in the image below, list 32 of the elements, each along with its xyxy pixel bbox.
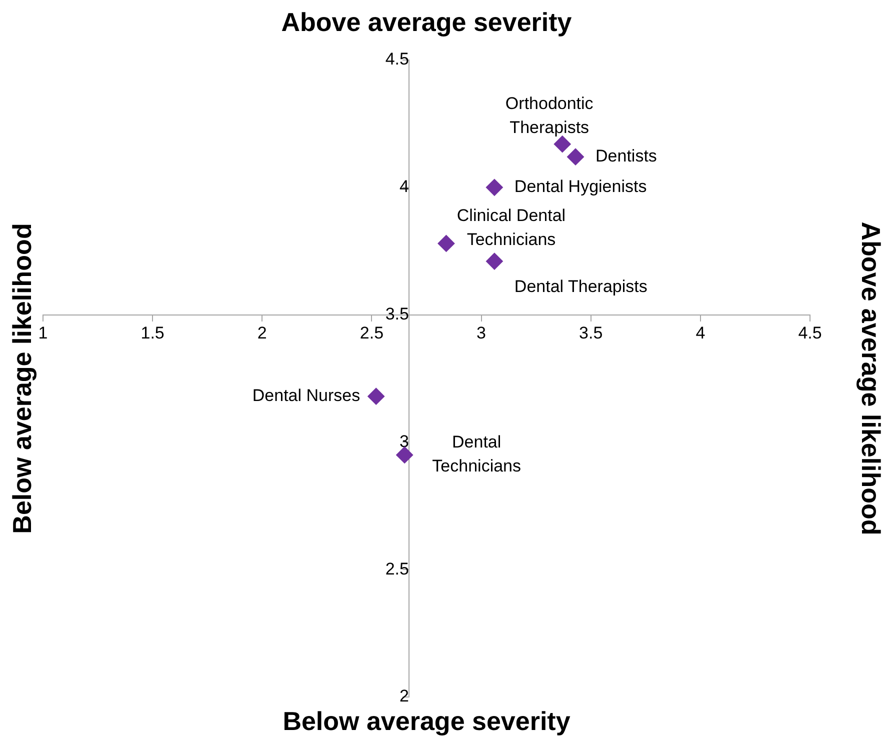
y-tick-label: 3.5	[385, 304, 409, 324]
point	[567, 148, 584, 166]
chart-title: Above average severity	[281, 7, 572, 38]
y-tick-label: 4	[400, 177, 409, 196]
point	[554, 136, 571, 153]
x-tick-label: 4	[696, 324, 706, 343]
annotation: Dental Hygienists	[514, 177, 647, 196]
x-axis-title: Below average severity	[282, 706, 571, 736]
x-tick-label: 1.5	[140, 324, 164, 343]
x-tick-label: 3.5	[579, 324, 603, 343]
x-tick-label: 2	[257, 324, 267, 343]
annotation: Clinical Dental Technicians	[456, 206, 566, 250]
point	[368, 388, 385, 405]
x-tick-label: 4.5	[798, 324, 822, 343]
point	[438, 234, 455, 252]
y-tick-label: 4.5	[385, 50, 409, 69]
annotation: Dental Nurses	[252, 386, 360, 406]
y2-axis-title: Above average likelihood	[856, 222, 886, 536]
annotation: Dental Technicians	[432, 432, 521, 476]
y-tick-label: 2	[400, 686, 409, 706]
y-axis-title: Below average likelihood	[7, 223, 38, 534]
y-tick-label: 3	[400, 432, 409, 451]
point	[486, 252, 503, 270]
point	[396, 446, 414, 464]
y-tick-label: 2.5	[385, 559, 409, 578]
point	[486, 178, 503, 196]
x-tick-label: 2.5	[360, 324, 384, 343]
x-tick-label: 3	[476, 324, 486, 343]
annotation: Dentists	[596, 146, 657, 166]
annotation: Dental Therapists	[514, 276, 648, 296]
x-tick-label: 1	[38, 324, 48, 343]
annotation: Orthodontic Therapists	[505, 94, 594, 137]
